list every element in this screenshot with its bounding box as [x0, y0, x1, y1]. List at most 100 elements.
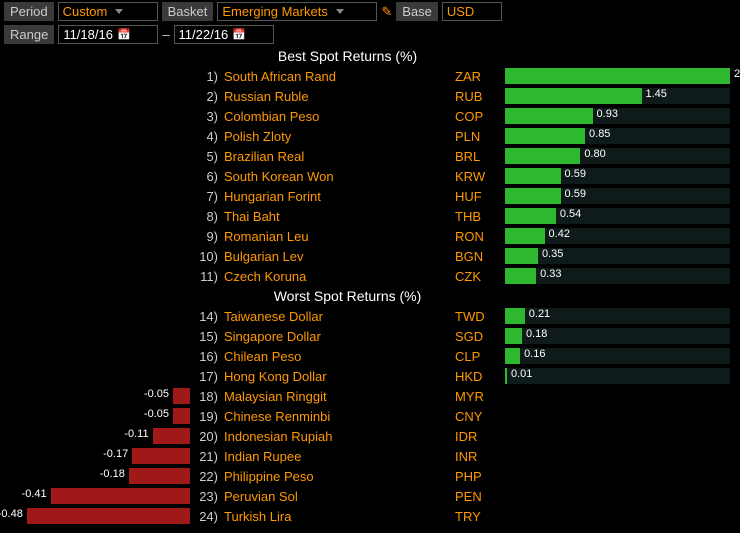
currency-row[interactable]: 17)Hong Kong DollarHKD0.01 [0, 366, 740, 386]
currency-row[interactable]: -0.1822)Philippine PesoPHP [0, 466, 740, 486]
currency-code: SGD [455, 329, 505, 344]
rank: 16) [190, 349, 220, 364]
currency-name: South Korean Won [220, 169, 455, 184]
neg-value-label: -0.05 [144, 388, 169, 400]
neg-bar-area: -0.17 [0, 446, 190, 466]
pos-value-label: 0.21 [529, 308, 550, 320]
currency-code: HKD [455, 369, 505, 384]
pos-bar [505, 128, 585, 144]
pos-value-label: 1.45 [646, 88, 667, 100]
currency-code: TRY [455, 509, 505, 524]
neg-bar-area: -0.48 [0, 506, 190, 526]
pos-value-label: 0.16 [524, 348, 545, 360]
pos-bar-area [505, 466, 740, 486]
currency-row[interactable]: -0.48 24)Turkish LiraTRY [0, 506, 740, 526]
neg-bar-area: -0.41 [0, 486, 190, 506]
neg-bar-area [0, 366, 190, 386]
currency-name: Hong Kong Dollar [220, 369, 455, 384]
currency-row[interactable]: 8)Thai BahtTHB0.54 [0, 206, 740, 226]
range-from-input[interactable]: 11/18/16 📅 [58, 25, 158, 44]
neg-bar [153, 428, 190, 444]
currency-name: Malaysian Ringgit [220, 389, 455, 404]
pos-value-label: 0.80 [584, 148, 605, 160]
currency-code: MYR [455, 389, 505, 404]
base-label: Base [396, 2, 438, 21]
neg-value-label: -0.05 [144, 408, 169, 420]
rank: 3) [190, 109, 220, 124]
rank: 1) [190, 69, 220, 84]
neg-bar-area [0, 126, 190, 146]
currency-row[interactable]: -0.0519)Chinese RenminbiCNY [0, 406, 740, 426]
neg-bar-area [0, 266, 190, 286]
basket-dropdown[interactable]: Emerging Markets [217, 2, 377, 21]
pos-value-label: 0.18 [526, 328, 547, 340]
currency-row[interactable]: 11)Czech KorunaCZK0.33 [0, 266, 740, 286]
pos-bar [505, 228, 545, 244]
currency-code: HUF [455, 189, 505, 204]
rank: 15) [190, 329, 220, 344]
currency-row[interactable]: 16)Chilean PesoCLP0.16 [0, 346, 740, 366]
currency-row[interactable]: 2)Russian RubleRUB1.45 [0, 86, 740, 106]
rank: 2) [190, 89, 220, 104]
pos-bar-area: 0.16 [505, 346, 740, 366]
base-dropdown[interactable]: USD [442, 2, 502, 21]
currency-name: Romanian Leu [220, 229, 455, 244]
currency-row[interactable]: 6)South Korean WonKRW0.59 [0, 166, 740, 186]
pos-bar-area: 0.33 [505, 266, 740, 286]
pos-bar-area: 0.93 [505, 106, 740, 126]
rank: 17) [190, 369, 220, 384]
currency-row[interactable]: -0.1120)Indonesian RupiahIDR [0, 426, 740, 446]
neg-bar-area [0, 246, 190, 266]
currency-row[interactable]: -0.05 18)Malaysian RinggitMYR [0, 386, 740, 406]
currency-code: PLN [455, 129, 505, 144]
pos-bar-area: 0.54 [505, 206, 740, 226]
currency-code: CLP [455, 349, 505, 364]
range-to-value: 11/22/16 [179, 27, 229, 42]
pos-bar [505, 208, 556, 224]
currency-row[interactable]: 1)South African RandZAR2.39 [0, 66, 740, 86]
pos-bar-area: 0.42 [505, 226, 740, 246]
currency-row[interactable]: 10)Bulgarian LevBGN0.35 [0, 246, 740, 266]
rank: 6) [190, 169, 220, 184]
neg-bar-area [0, 86, 190, 106]
currency-row[interactable]: -0.4123)Peruvian SolPEN [0, 486, 740, 506]
pos-bar-area [505, 446, 740, 466]
currency-row[interactable]: 3)Colombian PesoCOP0.93 [0, 106, 740, 126]
currency-code: CZK [455, 269, 505, 284]
neg-bar-area: -0.18 [0, 466, 190, 486]
neg-value-label: -0.48 [0, 508, 23, 520]
neg-bar-area [0, 146, 190, 166]
range-from-value: 11/18/16 [63, 27, 113, 42]
currency-row[interactable]: 5)Brazilian RealBRL0.80 [0, 146, 740, 166]
rank: 21) [190, 449, 220, 464]
currency-row[interactable]: 15)Singapore DollarSGD0.18 [0, 326, 740, 346]
rank: 19) [190, 409, 220, 424]
currency-name: Hungarian Forint [220, 189, 455, 204]
currency-row[interactable]: 4)Polish ZlotyPLN0.85 [0, 126, 740, 146]
currency-code: RUB [455, 89, 505, 104]
currency-code: BGN [455, 249, 505, 264]
neg-value-label: -0.17 [103, 448, 128, 460]
currency-name: Turkish Lira [220, 509, 455, 524]
currency-name: Chinese Renminbi [220, 409, 455, 424]
currency-row[interactable]: 7)Hungarian ForintHUF0.59 [0, 186, 740, 206]
currency-code: IDR [455, 429, 505, 444]
pos-bar [505, 88, 642, 104]
pos-bar [505, 68, 730, 84]
rank: 24) [190, 509, 220, 524]
currency-row[interactable]: 9)Romanian LeuRON0.42 [0, 226, 740, 246]
rank: 18) [190, 389, 220, 404]
currency-name: Thai Baht [220, 209, 455, 224]
currency-row[interactable]: -0.1721)Indian RupeeINR [0, 446, 740, 466]
returns-chart: Best Spot Returns (%)1)South African Ran… [0, 46, 740, 526]
pencil-icon[interactable]: ✎ [381, 4, 392, 20]
period-dropdown[interactable]: Custom [58, 2, 158, 21]
rank: 8) [190, 209, 220, 224]
neg-bar-area [0, 66, 190, 86]
currency-row[interactable]: 14)Taiwanese DollarTWD0.21 [0, 306, 740, 326]
range-to-input[interactable]: 11/22/16 📅 [174, 25, 274, 44]
neg-value-label: -0.41 [22, 488, 47, 500]
pos-bar [505, 268, 536, 284]
pos-bar [505, 248, 538, 264]
currency-code: KRW [455, 169, 505, 184]
